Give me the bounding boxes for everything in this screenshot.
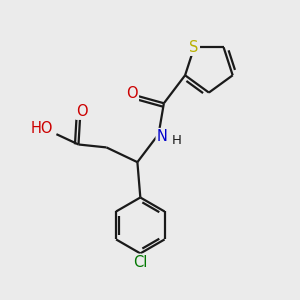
Text: O: O xyxy=(76,104,88,119)
Text: S: S xyxy=(190,40,199,55)
Text: HO: HO xyxy=(31,122,53,136)
Text: N: N xyxy=(157,129,168,144)
Text: H: H xyxy=(171,134,181,147)
Text: Cl: Cl xyxy=(133,255,148,270)
Text: O: O xyxy=(126,86,138,101)
